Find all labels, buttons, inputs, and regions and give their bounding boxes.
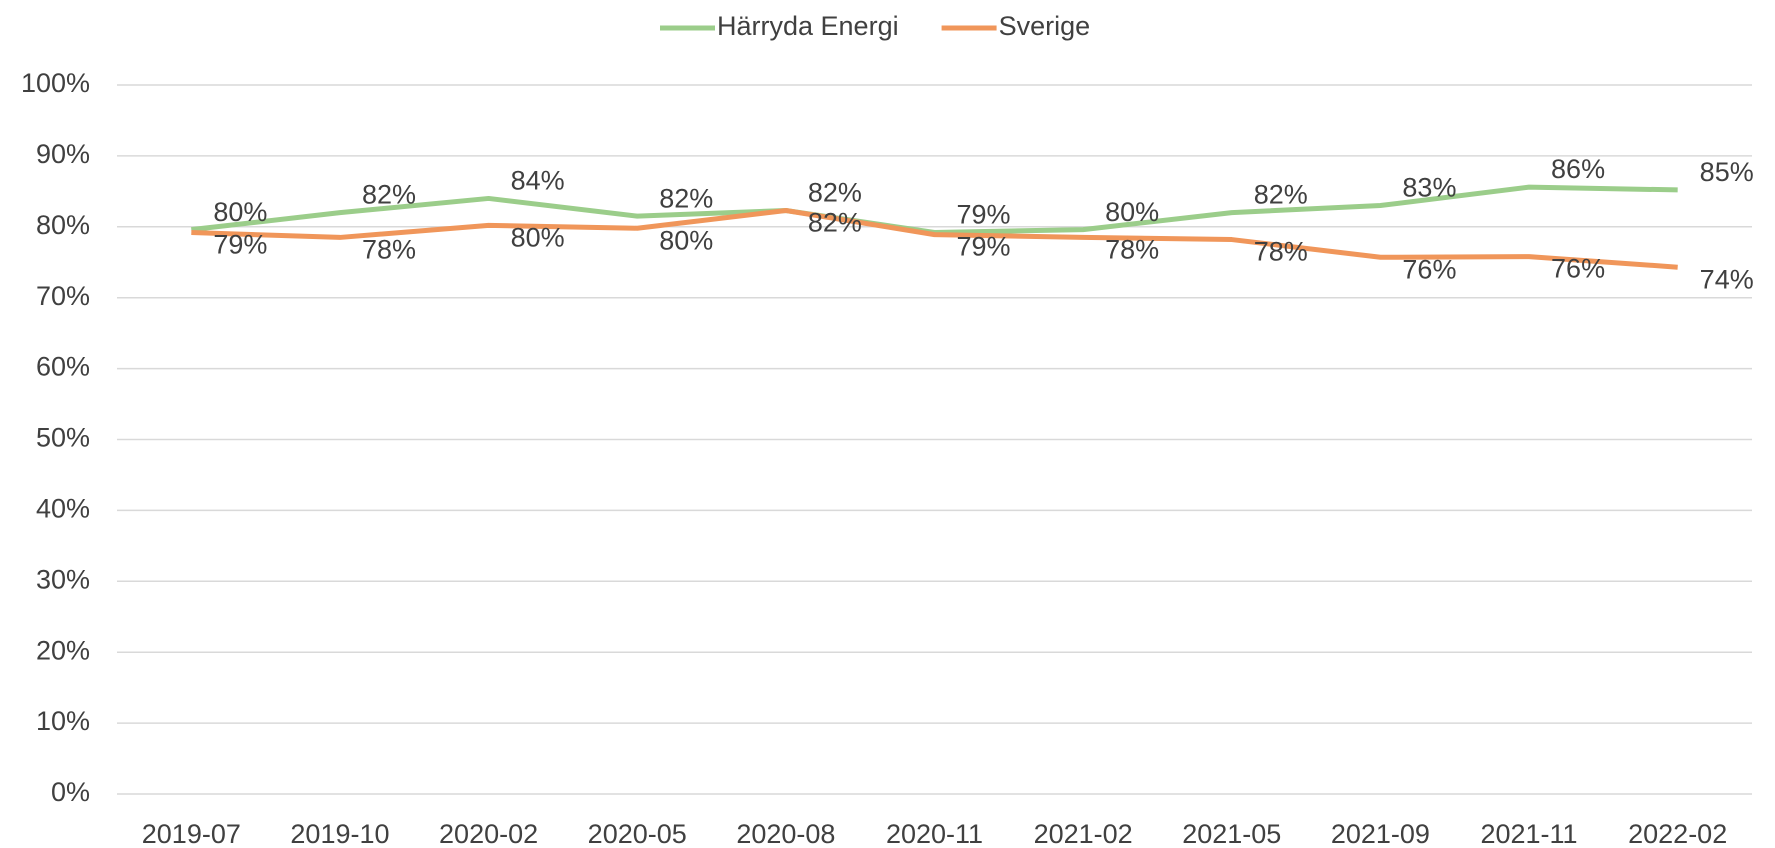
x-tick-label: 2021-11 — [1480, 819, 1577, 848]
data-label: 82% — [1254, 180, 1308, 210]
data-label: 78% — [1254, 237, 1308, 267]
y-tick-label: 30% — [36, 564, 90, 594]
data-label: 76% — [1551, 254, 1605, 284]
x-tick-label: 2019-10 — [290, 819, 389, 848]
legend-label: Sverige — [999, 11, 1091, 41]
data-label: 76% — [1402, 254, 1456, 284]
y-tick-label: 0% — [51, 777, 90, 807]
x-tick-label: 2022-02 — [1628, 819, 1727, 848]
x-tick-label: 2020-08 — [736, 819, 835, 848]
y-tick-label: 80% — [36, 210, 90, 240]
y-tick-label: 50% — [36, 423, 90, 453]
data-label: 86% — [1551, 154, 1605, 184]
data-label: 79% — [213, 230, 267, 260]
data-label: 82% — [659, 183, 713, 213]
data-label: 85% — [1700, 157, 1754, 187]
data-label: 82% — [808, 208, 862, 238]
y-tick-label: 90% — [36, 139, 90, 169]
y-tick-label: 60% — [36, 352, 90, 382]
x-tick-label: 2021-05 — [1182, 819, 1281, 848]
data-label: 78% — [1105, 235, 1159, 265]
data-label: 78% — [362, 235, 416, 265]
data-label: 79% — [957, 200, 1011, 230]
data-label: 82% — [808, 178, 862, 208]
data-label: 74% — [1700, 264, 1754, 294]
data-label: 80% — [213, 197, 267, 227]
data-label: 84% — [511, 166, 565, 196]
data-label: 79% — [957, 232, 1011, 262]
y-tick-label: 20% — [36, 635, 90, 665]
data-label: 83% — [1402, 173, 1456, 203]
x-tick-label: 2019-07 — [142, 819, 241, 848]
series-line — [191, 207, 1678, 270]
x-tick-label: 2020-02 — [439, 819, 538, 848]
y-tick-label: 70% — [36, 281, 90, 311]
data-label: 80% — [511, 223, 565, 253]
data-label: 80% — [1105, 197, 1159, 227]
x-tick-label: 2021-02 — [1034, 819, 1133, 848]
y-tick-label: 100% — [21, 68, 90, 98]
legend-label: Härryda Energi — [717, 11, 899, 41]
y-tick-label: 10% — [36, 706, 90, 736]
x-tick-label: 2021-09 — [1331, 819, 1430, 848]
x-tick-label: 2020-11 — [886, 819, 983, 848]
data-label: 80% — [659, 225, 713, 255]
data-label: 82% — [362, 180, 416, 210]
x-tick-label: 2020-05 — [588, 819, 687, 848]
y-tick-label: 40% — [36, 494, 90, 524]
